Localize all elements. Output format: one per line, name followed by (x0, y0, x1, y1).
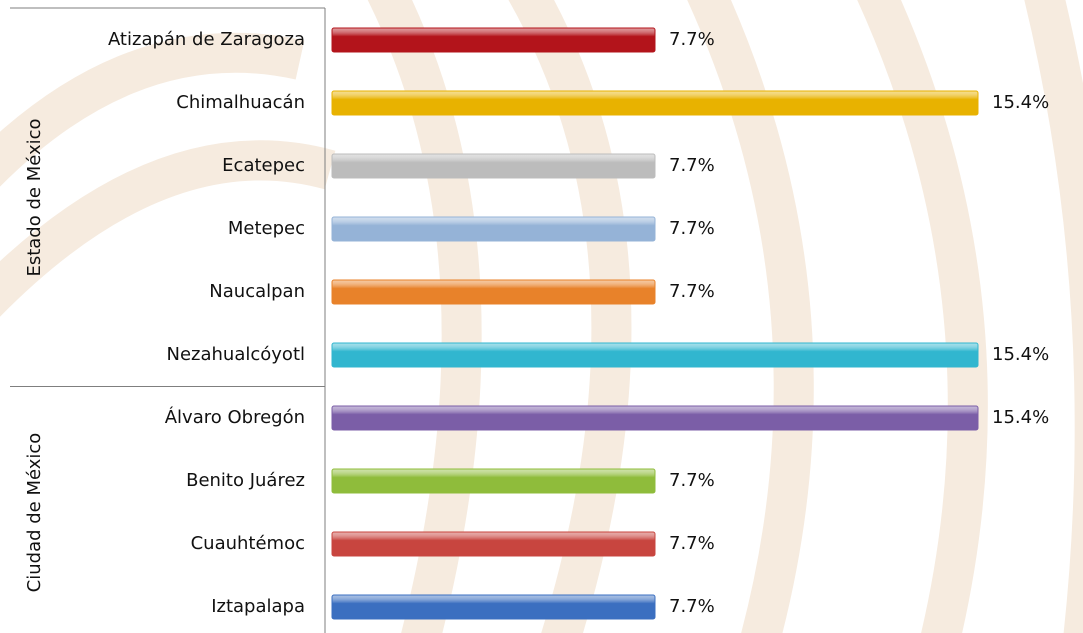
bar (331, 342, 979, 368)
category-label: Metepec (228, 218, 305, 239)
value-label: 7.7% (669, 281, 715, 302)
category-label: Iztapalapa (211, 596, 305, 617)
value-label: 7.7% (669, 596, 715, 617)
group-label: Estado de México (24, 118, 45, 276)
category-label: Atizapán de Zaragoza (108, 29, 305, 50)
bar (331, 90, 979, 116)
category-label: Ecatepec (222, 155, 305, 176)
value-label: 15.4% (992, 407, 1049, 428)
bar (331, 594, 656, 620)
bar (331, 468, 656, 494)
category-label: Benito Juárez (186, 470, 305, 491)
bar (331, 27, 656, 53)
value-label: 7.7% (669, 218, 715, 239)
bar (331, 405, 979, 431)
category-label: Chimalhuacán (176, 92, 305, 113)
value-label: 7.7% (669, 29, 715, 50)
value-label: 15.4% (992, 344, 1049, 365)
value-label: 7.7% (669, 155, 715, 176)
bar (331, 531, 656, 557)
category-label: Naucalpan (209, 281, 305, 302)
value-label: 7.7% (669, 470, 715, 491)
bar (331, 216, 656, 242)
bar (331, 279, 656, 305)
value-label: 15.4% (992, 92, 1049, 113)
category-label: Cuauhtémoc (191, 533, 305, 554)
group-label: Ciudad de México (24, 433, 45, 593)
category-label: Álvaro Obregón (165, 406, 305, 428)
value-label: 7.7% (669, 533, 715, 554)
category-label: Nezahualcóyotl (167, 344, 306, 365)
bar (331, 153, 656, 179)
